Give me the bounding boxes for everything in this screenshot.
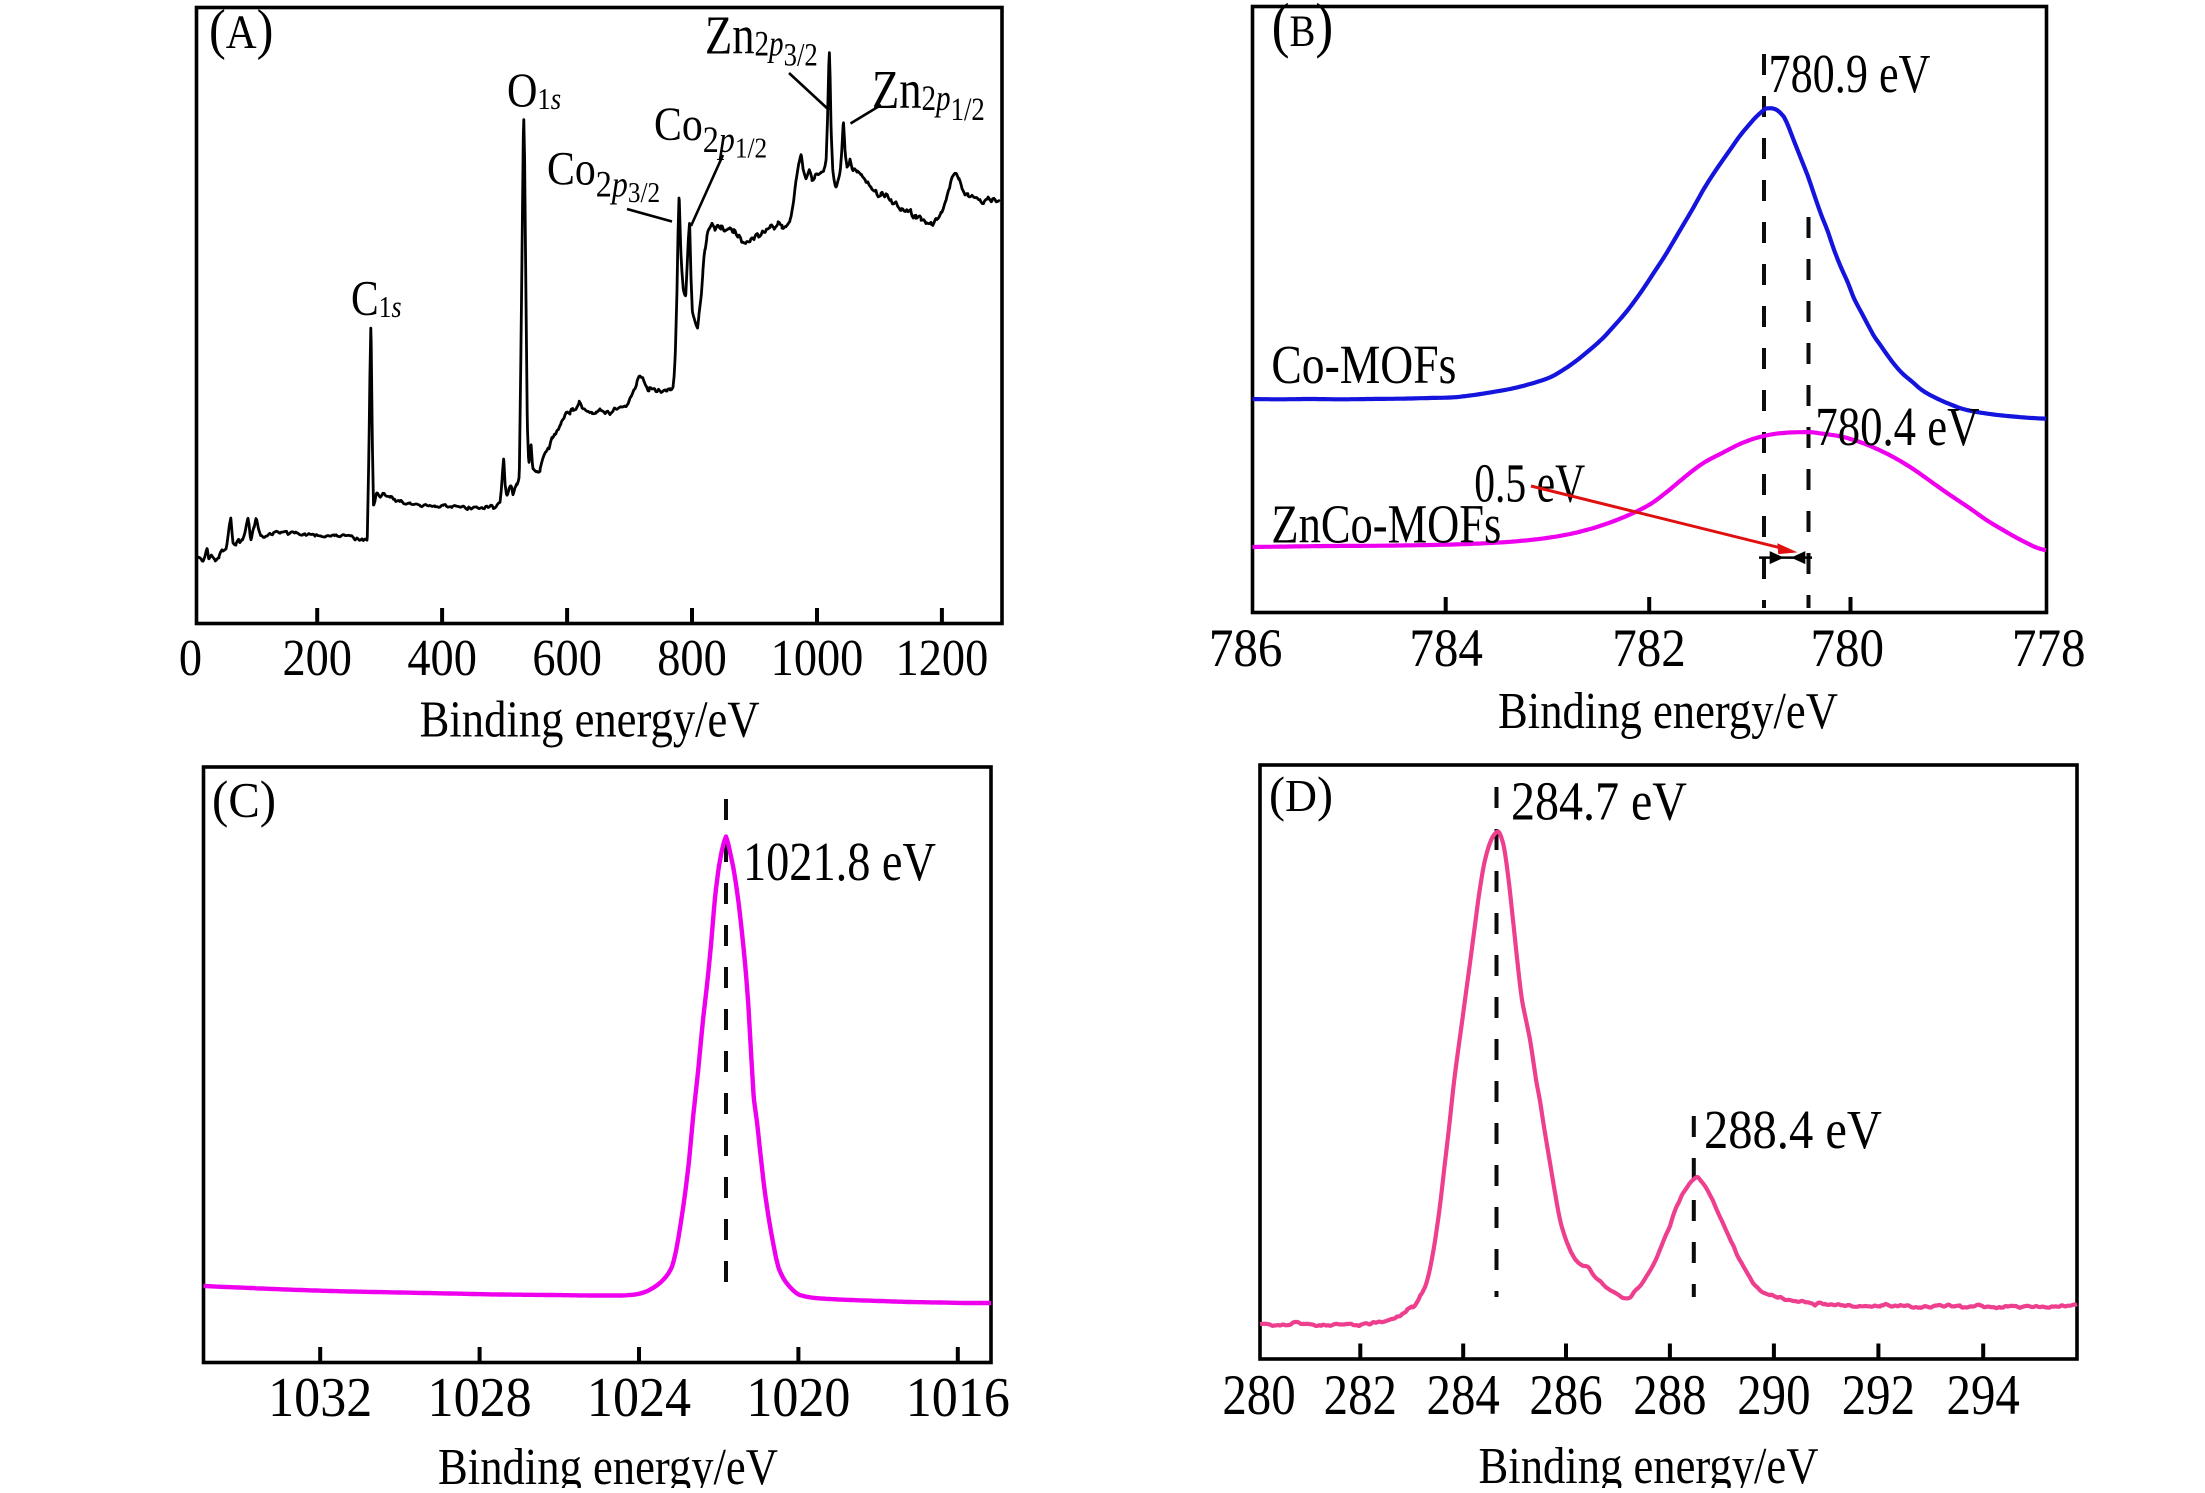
svg-text:1024: 1024 — [587, 1366, 691, 1428]
svg-text:(C): (C) — [212, 770, 276, 828]
svg-text:1021.8 eV: 1021.8 eV — [743, 831, 936, 892]
svg-text:Binding energy/eV: Binding energy/eV — [1479, 1438, 1819, 1488]
svg-text:Binding energy/eV: Binding energy/eV — [1498, 683, 1838, 740]
svg-text:290: 290 — [1737, 1362, 1810, 1427]
svg-text:1028: 1028 — [428, 1366, 532, 1428]
svg-text:Zn2p1/2: Zn2p1/2 — [872, 59, 985, 128]
svg-text:1200: 1200 — [896, 629, 989, 687]
svg-text:778: 778 — [2012, 619, 2086, 679]
svg-text:Zn2p3/2: Zn2p3/2 — [705, 4, 818, 73]
svg-text:782: 782 — [1612, 619, 1686, 679]
svg-text:286: 286 — [1529, 1362, 1602, 1427]
svg-text:Binding energy/eV: Binding energy/eV — [438, 1439, 778, 1488]
svg-text:786: 786 — [1209, 619, 1283, 679]
svg-text:780.4 eV: 780.4 eV — [1815, 396, 1979, 457]
svg-text:1020: 1020 — [746, 1366, 850, 1428]
svg-text:800: 800 — [657, 629, 727, 687]
svg-text:784: 784 — [1409, 619, 1483, 679]
svg-text:400: 400 — [407, 629, 477, 687]
svg-text:780: 780 — [1811, 619, 1885, 679]
svg-text:280: 280 — [1222, 1362, 1295, 1427]
svg-text:0.5 eV: 0.5 eV — [1474, 453, 1585, 514]
svg-text:284.7 eV: 284.7 eV — [1511, 772, 1687, 833]
svg-text:(D): (D) — [1269, 766, 1333, 822]
svg-text:Co2p3/2: Co2p3/2 — [547, 142, 660, 209]
svg-text:600: 600 — [532, 629, 602, 687]
svg-text:284: 284 — [1427, 1362, 1500, 1427]
svg-text:1000: 1000 — [771, 629, 864, 687]
svg-text:0: 0 — [179, 629, 202, 687]
svg-text:O1s: O1s — [507, 63, 561, 118]
svg-text:282: 282 — [1324, 1362, 1397, 1427]
svg-text:288: 288 — [1633, 1362, 1706, 1427]
svg-text:1016: 1016 — [906, 1366, 1010, 1428]
svg-text:200: 200 — [282, 629, 352, 687]
svg-text:Co2p1/2: Co2p1/2 — [654, 97, 767, 164]
svg-text:1032: 1032 — [268, 1366, 372, 1428]
svg-text:Co-MOFs: Co-MOFs — [1271, 334, 1456, 395]
svg-text:294: 294 — [1947, 1362, 2020, 1427]
svg-text:Binding energy/eV: Binding energy/eV — [420, 691, 760, 748]
svg-text:(A): (A) — [209, 0, 273, 61]
svg-text:292: 292 — [1842, 1362, 1915, 1427]
svg-text:ZnCo-MOFs: ZnCo-MOFs — [1271, 493, 1501, 555]
svg-text:C1s: C1s — [351, 270, 402, 325]
svg-text:288.4 eV: 288.4 eV — [1704, 1100, 1882, 1160]
svg-text:(B): (B) — [1272, 0, 1334, 59]
svg-text:780.9 eV: 780.9 eV — [1769, 43, 1931, 104]
